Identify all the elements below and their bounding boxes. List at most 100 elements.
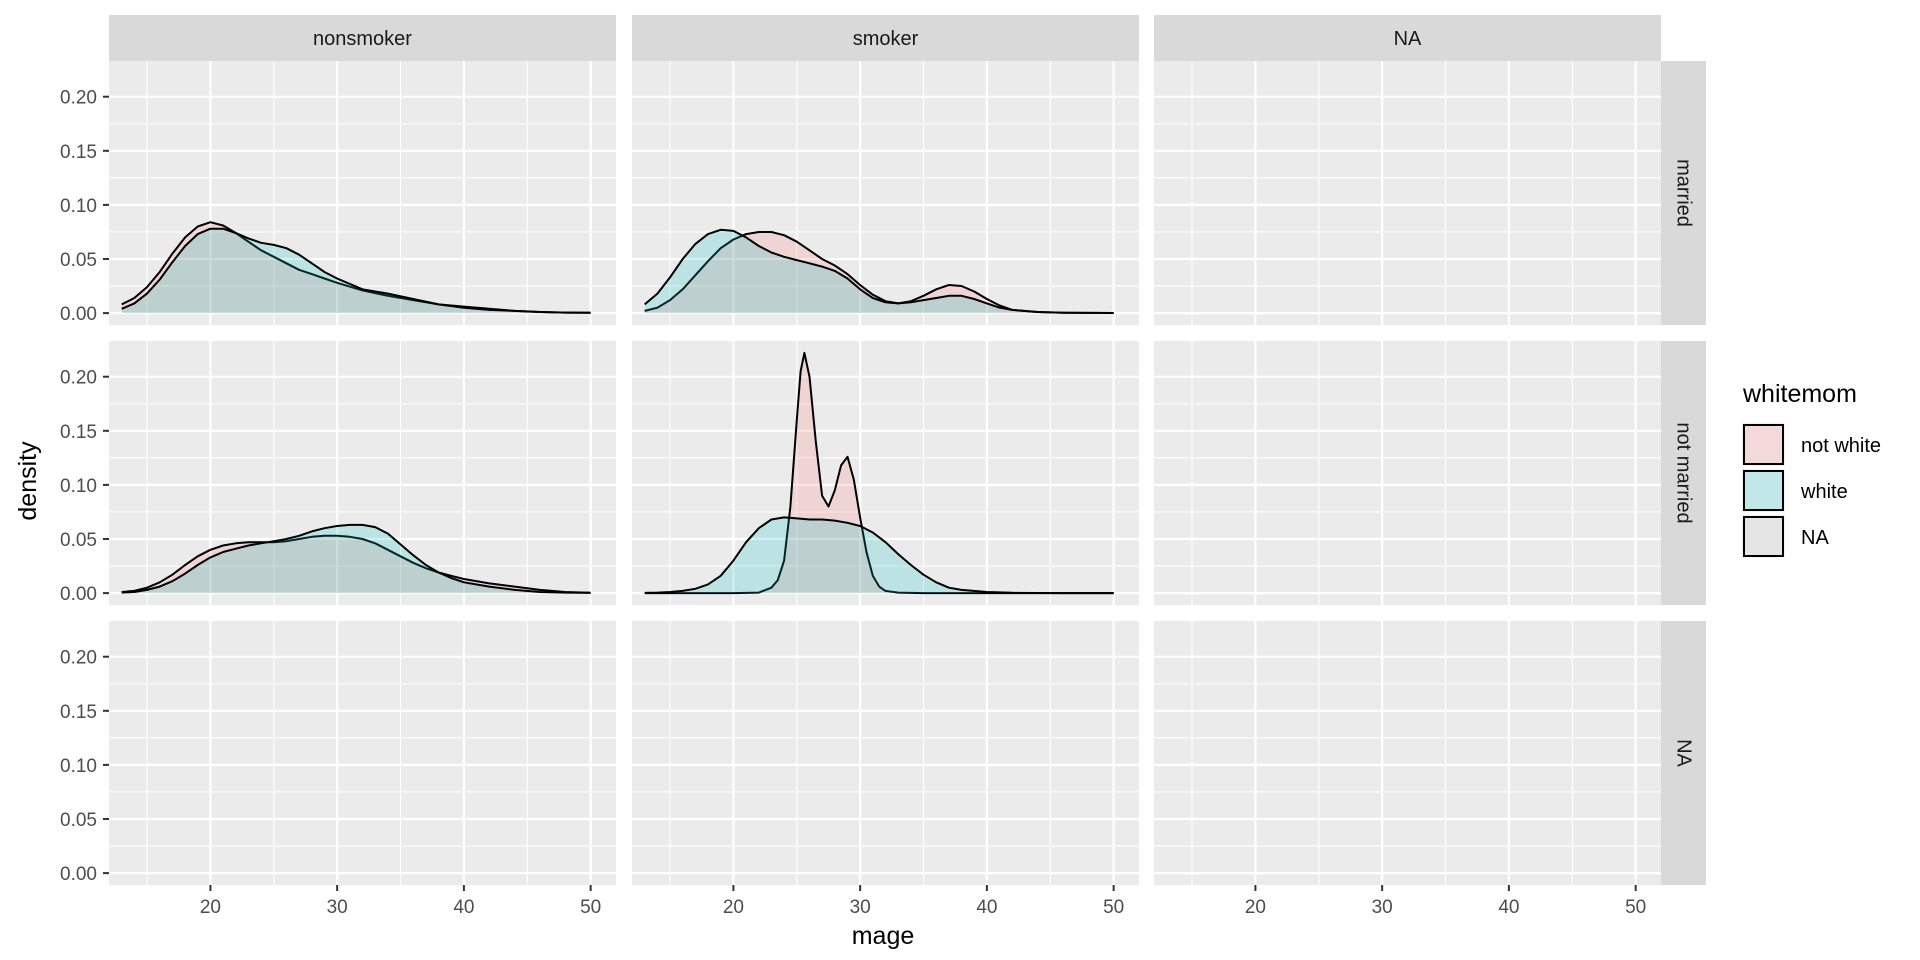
x-tick-label: 20 (200, 897, 221, 918)
y-tick-label: 0.15 (60, 422, 97, 443)
y-tick-label: 0.10 (60, 756, 97, 777)
y-tick-label: 0.00 (60, 864, 97, 885)
strip-background (1661, 341, 1706, 605)
x-tick-label: 20 (1245, 897, 1266, 918)
density-line-not-white (644, 231, 1114, 314)
strip-background (1154, 15, 1661, 61)
density-line-white (644, 228, 1114, 314)
density-line-not-white (121, 221, 591, 314)
y-tick-label: 0.05 (60, 530, 97, 551)
legend-key-background (1742, 423, 1785, 466)
row-strip-label: married (1673, 159, 1695, 227)
legend-swatch (1743, 516, 1784, 557)
strip-background (1661, 61, 1706, 325)
density-group-married-nonsmoker (121, 221, 591, 314)
density-area-white (644, 517, 1114, 594)
x-tick-label: 40 (976, 897, 997, 918)
density-group-not-married-smoker (644, 351, 1114, 595)
x-tick-label: 20 (723, 897, 744, 918)
density-area-white (121, 524, 591, 594)
y-tick-label: 0.00 (60, 304, 97, 325)
density-area-white (644, 229, 1114, 314)
x-tick-label: 30 (1372, 897, 1393, 918)
y-tick-label: 0.00 (60, 584, 97, 605)
y-tick-label: 0.15 (60, 702, 97, 723)
strip-background (109, 15, 616, 61)
panel-background (632, 61, 1139, 325)
panel-married-nonsmoker (109, 61, 616, 325)
legend-title: whitemom (1742, 380, 1857, 408)
density-area-white (121, 228, 591, 314)
x-tick-label: 50 (1625, 897, 1646, 918)
x-axis-smoker: 20 30 40 50 (723, 885, 1124, 918)
panel-background (109, 621, 616, 885)
density-line-white (121, 523, 591, 594)
col-strip-label: NA (1394, 28, 1422, 50)
x-axis-nonsmoker: 20 30 40 50 (200, 885, 601, 918)
y-axis-title: density (14, 441, 42, 521)
legend: whitemom not white white NA (1742, 380, 1881, 558)
row-strip-married: married (1661, 61, 1706, 325)
x-tick-label: 30 (327, 897, 348, 918)
x-tick-label: 40 (453, 897, 474, 918)
panel-background (1154, 621, 1661, 885)
row-strip-not-married: not married (1661, 341, 1706, 605)
y-tick-label: 0.10 (60, 476, 97, 497)
density-group-married-smoker (644, 228, 1114, 314)
panel-background (109, 61, 616, 325)
density-line-not-white (121, 534, 591, 594)
strip-background (632, 15, 1139, 61)
panel-not-married-nonsmoker (109, 341, 616, 605)
y-tick-label: 0.05 (60, 810, 97, 831)
panels-layer (109, 61, 1661, 885)
col-strip-na: NA (1154, 15, 1661, 61)
y-axis-married: 0.00 0.05 0.10 0.15 0.20 (60, 88, 109, 325)
panel-not-married-smoker (632, 341, 1139, 605)
strip-background (1661, 621, 1706, 885)
legend-swatch (1743, 470, 1784, 511)
y-tick-label: 0.20 (60, 368, 97, 389)
x-tick-label: 40 (1498, 897, 1519, 918)
legend-item-na: NA (1742, 515, 1829, 558)
y-tick-label: 0.20 (60, 88, 97, 109)
panel-not-married-na (1154, 341, 1661, 605)
legend-label: not white (1801, 435, 1881, 457)
x-tick-label: 50 (580, 897, 601, 918)
panel-married-na (1154, 61, 1661, 325)
legend-key-background (1742, 469, 1785, 512)
density-area-not-white (121, 535, 591, 594)
panel-background (1154, 61, 1661, 325)
y-tick-label: 0.20 (60, 648, 97, 669)
col-strip-smoker: smoker (632, 15, 1139, 61)
row-strip-label: not married (1673, 422, 1695, 523)
panel-background (109, 341, 616, 605)
density-group-not-married-nonsmoker (121, 523, 591, 594)
x-tick-label: 30 (850, 897, 871, 918)
legend-label: white (1800, 481, 1848, 503)
legend-key-background (1742, 515, 1785, 558)
panel-na-na (1154, 621, 1661, 885)
legend-swatch (1743, 424, 1784, 465)
density-area-not-white (121, 222, 591, 314)
axes-layer: 0.00 0.05 0.10 0.15 0.20 0.00 0.05 0.10 0.15 0.20… (60, 88, 1646, 918)
panel-background (1154, 341, 1661, 605)
y-axis-na: 0.00 0.05 0.10 0.15 0.20 (60, 648, 109, 885)
x-axis-na: 20 30 40 50 (1245, 885, 1646, 918)
density-area-not-white (644, 232, 1114, 314)
row-strip-na: NA (1661, 621, 1706, 885)
col-strip-label: nonsmoker (313, 28, 412, 50)
density-line-white (121, 227, 591, 314)
x-axis-title: mage (852, 922, 915, 950)
row-strip-label: NA (1673, 739, 1695, 767)
panel-background (632, 621, 1139, 885)
panel-na-nonsmoker (109, 621, 616, 885)
legend-item-not-white: not white (1742, 423, 1881, 466)
panel-background (632, 341, 1139, 605)
col-strip-label: smoker (853, 28, 919, 50)
y-tick-label: 0.10 (60, 196, 97, 217)
panel-married-smoker (632, 61, 1139, 325)
strips-layer: nonsmoker smoker NA married not married NA (109, 15, 1706, 885)
y-tick-label: 0.05 (60, 250, 97, 271)
legend-label: NA (1801, 527, 1829, 549)
